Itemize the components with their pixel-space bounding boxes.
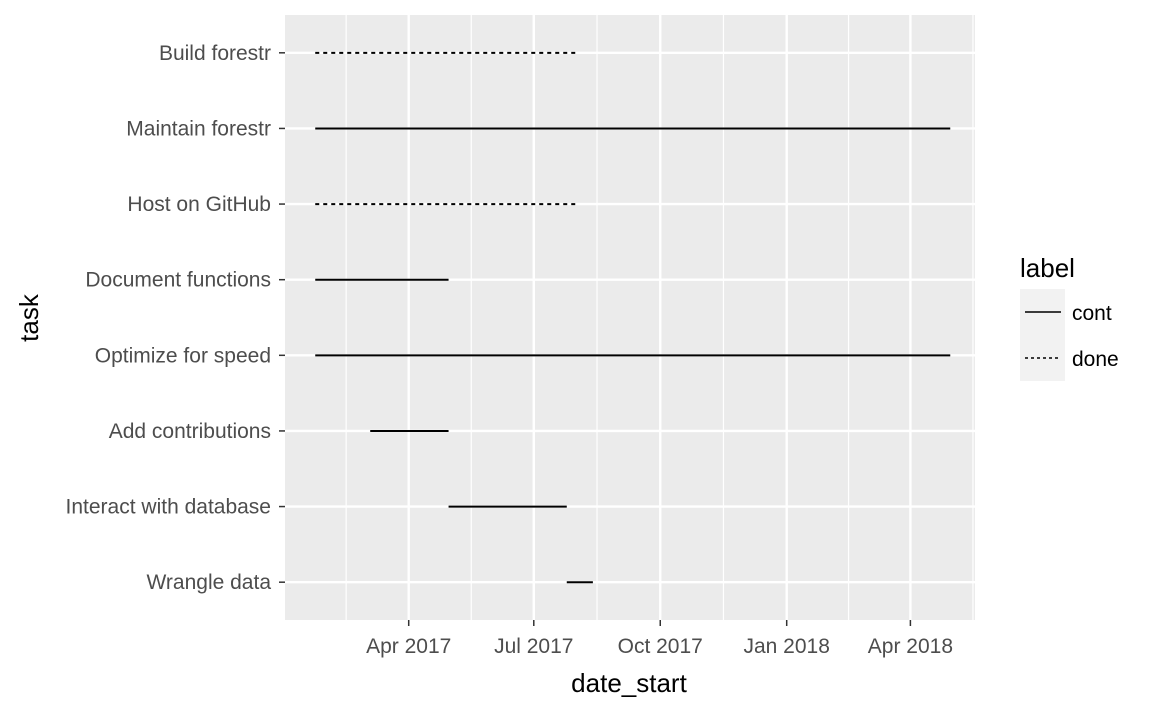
y-tick-label: Wrangle data [146,571,271,594]
x-tick-label: Jul 2017 [494,635,573,658]
legend: label cont done [1020,253,1119,381]
y-tick-label: Build forestr [159,42,271,65]
y-tick-label: Document functions [85,269,271,292]
x-tick-label: Oct 2017 [618,635,703,658]
y-tick-label: Maintain forestr [126,117,271,140]
task-segments [315,51,951,584]
y-axis: Build forestr Maintain forestr Host on Git… [66,42,285,594]
legend-label-done: done [1072,348,1119,371]
x-axis: Apr 2017 Jul 2017 Oct 2017 Jan 2018 Apr 2018 [366,620,953,658]
x-tick-label: Apr 2018 [868,635,953,658]
x-tick-label: Jan 2018 [743,635,829,658]
y-tick-label: Host on GitHub [127,193,271,216]
y-tick-label: Optimize for speed [95,344,271,367]
y-axis-title: task [14,293,44,342]
x-tick-label: Apr 2017 [366,635,451,658]
y-tick-label: Interact with database [66,496,271,519]
plot-panel [285,15,975,620]
y-tick-label: Add contributions [109,420,271,443]
x-axis-title: date_start [571,668,687,698]
legend-label-cont: cont [1072,302,1112,325]
legend-title: label [1020,253,1075,283]
